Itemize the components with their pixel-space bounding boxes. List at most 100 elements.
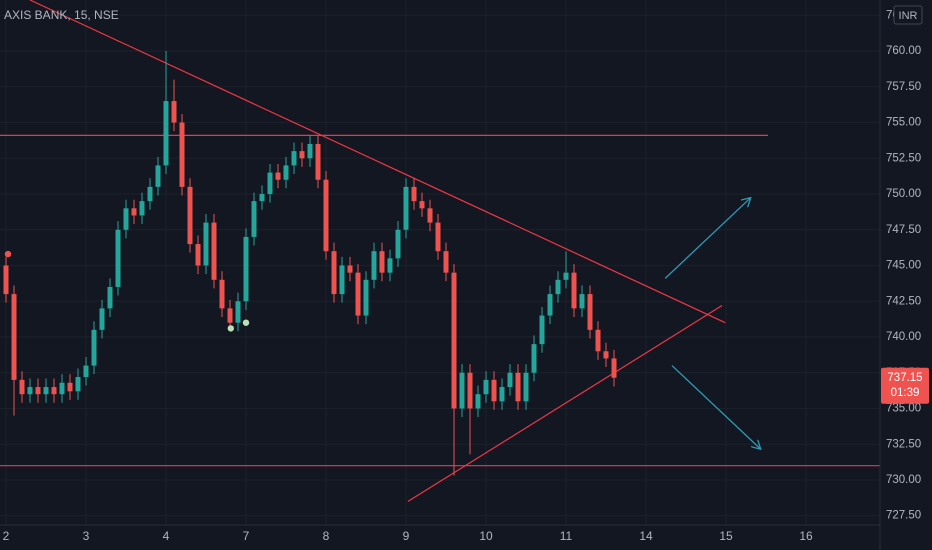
chart-title: AXIS BANK, 15, NSE [4, 8, 119, 22]
candle-body [395, 229, 401, 259]
x-tick-label: 2 [3, 529, 10, 543]
candle-body [91, 329, 97, 366]
candle-body [251, 201, 257, 237]
x-tick-label: 11 [560, 529, 573, 543]
candle-body [227, 308, 233, 323]
candle-body [107, 286, 113, 309]
candle-body [179, 122, 185, 187]
candle-body [35, 387, 41, 395]
trend-line [407, 305, 723, 502]
candle-body [523, 372, 529, 402]
y-tick-label: 735.00 [886, 403, 921, 415]
candle-body [515, 372, 521, 402]
candle-body [603, 351, 609, 359]
candle-body [275, 172, 281, 180]
candle-body [11, 294, 17, 380]
axes: 727.50730.00732.50735.00737.50740.00742.… [3, 5, 929, 543]
candle-body [267, 172, 273, 195]
candle-body [555, 279, 561, 295]
candle-body [315, 143, 321, 180]
candle-body [211, 222, 217, 280]
drawings [0, 0, 880, 502]
x-tick-label: 16 [799, 529, 813, 543]
grid [0, 0, 880, 525]
candle-body [131, 208, 137, 216]
candle-body [547, 294, 553, 316]
y-tick-label: 760.00 [886, 45, 921, 57]
candle-body [491, 379, 497, 402]
candle-body [339, 265, 345, 295]
marker-dot [227, 325, 234, 332]
candle-body [459, 372, 465, 409]
candle-body [75, 377, 81, 392]
candle-body [595, 329, 601, 352]
candle-body [539, 315, 545, 345]
x-tick-label: 15 [719, 529, 733, 543]
candle-body [187, 186, 193, 245]
currency-label: INR [899, 10, 918, 22]
marker-dot [4, 250, 12, 258]
candle-body [283, 165, 289, 180]
candle-body [443, 251, 449, 273]
x-tick-label: 3 [83, 529, 90, 543]
candle-body [467, 372, 473, 409]
candle-body [243, 236, 249, 302]
candle-body [507, 372, 513, 388]
candle-body [291, 151, 297, 166]
candle-body [363, 279, 369, 316]
trend-line [29, 0, 726, 324]
candle-body [579, 294, 585, 309]
y-tick-label: 742.50 [886, 295, 921, 307]
candle-body [51, 387, 57, 395]
candle-body [563, 272, 569, 280]
candle-body [435, 222, 441, 252]
candle-body [155, 165, 161, 187]
candle-body [387, 258, 393, 273]
y-tick-label: 745.00 [886, 260, 921, 272]
y-tick-label: 755.00 [886, 117, 921, 129]
candle-body [587, 294, 593, 330]
price-tag [881, 367, 929, 404]
candle-body [611, 358, 617, 378]
y-tick-label: 752.50 [886, 152, 921, 164]
candle-body [139, 201, 145, 216]
candle-body [163, 101, 169, 166]
candle-body [475, 394, 481, 409]
candle-body [499, 387, 505, 402]
candle-body [67, 382, 73, 392]
candle-body [379, 251, 385, 273]
candle-body [419, 201, 425, 209]
y-tick-label: 750.00 [886, 188, 921, 200]
price-tag-value: 737.15 [887, 372, 922, 384]
candle-body [19, 379, 25, 395]
candle-body [27, 387, 33, 395]
y-tick-label: 730.00 [886, 474, 921, 486]
y-tick-label: 757.50 [886, 81, 921, 93]
candle-body [347, 265, 353, 273]
marker-dot [242, 319, 250, 326]
candle-body [115, 229, 121, 287]
price-tag-countdown: 01:39 [891, 387, 920, 399]
candle-body [403, 186, 409, 230]
currency-badge [893, 5, 923, 25]
candle-body [171, 101, 177, 123]
y-tick-label: 740.00 [886, 331, 921, 343]
x-tick-label: 10 [479, 529, 493, 543]
y-tick-label: 747.50 [886, 224, 921, 236]
candle-body [299, 151, 305, 159]
x-tick-label: 7 [243, 529, 250, 543]
candle-body [451, 272, 457, 409]
candle-body [123, 208, 129, 230]
candle-body [43, 387, 49, 395]
y-tick-label: 727.50 [886, 510, 921, 522]
candle-body [371, 251, 377, 280]
candle-body [355, 272, 361, 316]
candle-body [531, 344, 537, 373]
candle-body [59, 382, 65, 395]
candle-body [427, 208, 433, 223]
candle-body [203, 222, 209, 266]
candle-body [147, 186, 153, 202]
candle-body [323, 179, 329, 252]
candle-body [195, 244, 201, 266]
